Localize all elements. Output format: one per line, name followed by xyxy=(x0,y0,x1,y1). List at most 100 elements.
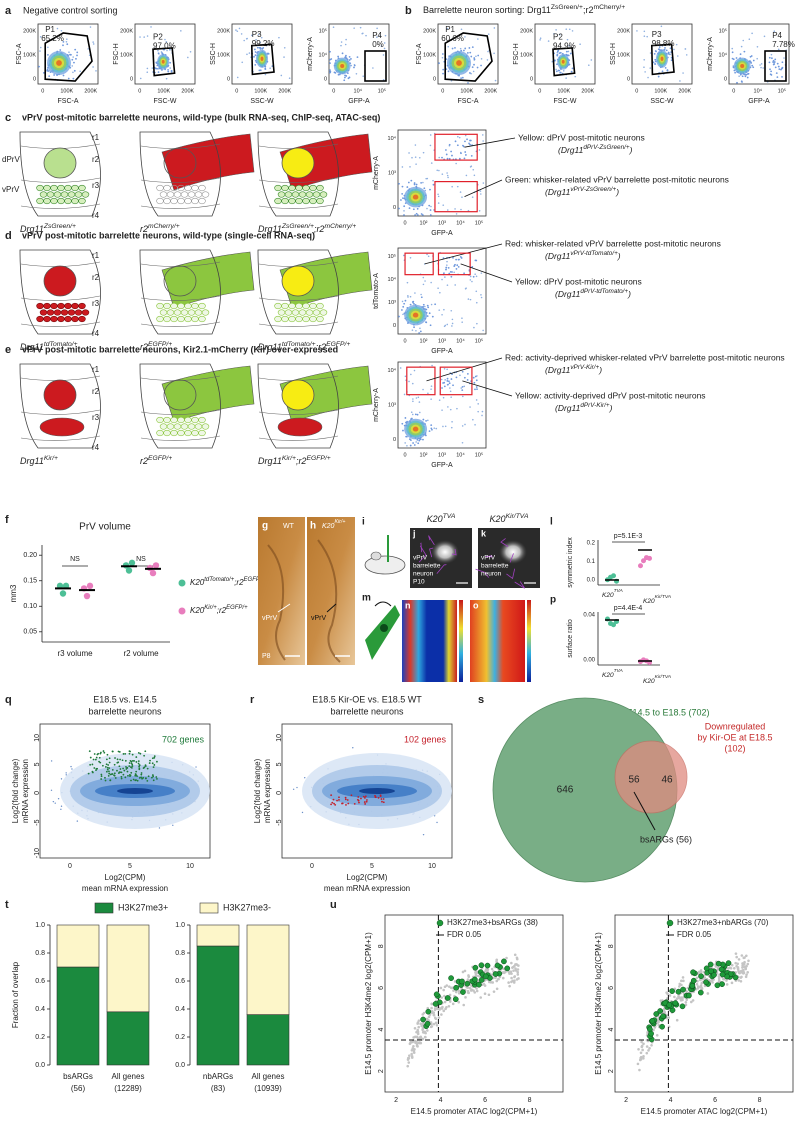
event-dot xyxy=(430,303,433,306)
tick-label: 200K xyxy=(423,29,436,35)
gene-dot xyxy=(410,1052,413,1056)
regulated-gene xyxy=(120,775,123,778)
gate xyxy=(152,47,176,77)
superscript: Kir/+ xyxy=(204,605,217,611)
text-part: Drg11 xyxy=(258,224,282,234)
gene-dot xyxy=(452,989,455,992)
arg-dot xyxy=(698,973,704,980)
regulated-gene xyxy=(104,776,106,779)
gene-dot xyxy=(730,963,734,967)
tick-label: 0 xyxy=(635,88,638,94)
regulated-gene xyxy=(127,774,129,777)
regulated-gene xyxy=(138,767,141,770)
event-dot xyxy=(469,166,472,168)
event-dot xyxy=(75,57,77,60)
regulated-gene xyxy=(94,758,97,761)
x-tick-label: 10 xyxy=(186,863,194,870)
gene-dot xyxy=(699,984,703,987)
data-point xyxy=(83,592,91,600)
event-dot xyxy=(493,52,495,55)
event-dot xyxy=(157,49,159,52)
event-dot xyxy=(449,408,452,411)
event-dot xyxy=(409,166,411,168)
event-dot xyxy=(412,398,414,400)
axis-title: surface ratio xyxy=(567,619,574,658)
pointer-line xyxy=(460,263,513,283)
hindbrain-outline xyxy=(139,249,221,335)
superscript: EGFP/+ xyxy=(326,341,350,348)
tick-label: 10⁴ xyxy=(456,451,465,458)
gene-dot xyxy=(410,1056,414,1059)
axon-trace xyxy=(451,548,457,556)
gene-dot xyxy=(443,994,446,998)
gene-dot xyxy=(513,953,517,957)
vprv-cell xyxy=(64,184,72,192)
legend-entry: H3K27me3+ xyxy=(118,902,168,912)
event-dot xyxy=(73,69,76,72)
event-dot xyxy=(746,76,749,79)
event-dot xyxy=(487,50,489,53)
event-dot xyxy=(461,76,464,79)
tick-label: 100K xyxy=(460,88,473,94)
event-dot xyxy=(72,77,75,80)
gene-dot xyxy=(697,970,701,974)
gene-dot xyxy=(301,811,304,814)
text-part: r2 xyxy=(140,342,148,352)
gene-dot xyxy=(734,952,738,955)
gene-dot xyxy=(440,996,444,999)
vprv-cell xyxy=(316,302,324,310)
regulated-gene xyxy=(108,757,111,760)
set-count: 646 xyxy=(557,785,574,796)
event-dot xyxy=(238,27,241,30)
y-tick-label: 6 xyxy=(608,986,615,990)
gene-dot xyxy=(50,789,53,791)
bar-segment xyxy=(106,924,150,1013)
regulated-gene xyxy=(362,795,365,798)
regulated-gene xyxy=(143,754,146,757)
panel-title: Barrelette neuron sorting: Drg11ZsGreen/… xyxy=(423,4,625,16)
event-dot xyxy=(401,192,404,195)
event-dot xyxy=(441,56,444,59)
event-dot xyxy=(255,38,257,41)
regulated-gene xyxy=(91,763,94,766)
vprv-cell xyxy=(163,302,171,310)
vprv-cell xyxy=(64,197,72,205)
vprv xyxy=(39,417,85,437)
axon-trace xyxy=(418,545,427,563)
genotype: Drg11tdTomato/+;r2EGFP/+ xyxy=(258,341,350,353)
vprv-cell xyxy=(284,309,293,316)
vprv-cell xyxy=(302,315,310,323)
regulated-gene xyxy=(134,774,137,777)
event-dot xyxy=(480,58,483,60)
gene-dot xyxy=(472,989,475,992)
event-dot xyxy=(448,272,451,275)
event-dot xyxy=(466,372,469,375)
event-dot xyxy=(420,213,423,215)
event-dot xyxy=(455,162,457,165)
gene-dot xyxy=(706,992,710,995)
gene-dot xyxy=(510,976,513,980)
event-dot xyxy=(555,70,558,73)
event-dot xyxy=(406,281,409,284)
axis-title: mean mRNA expression xyxy=(324,884,410,893)
event-dot xyxy=(362,75,364,77)
superscript: ZsGreen/+ xyxy=(551,4,583,11)
legend-entry: FDR 0.05 xyxy=(677,930,712,939)
vprv-cell xyxy=(53,191,62,198)
event-dot xyxy=(189,50,192,53)
gene-dot xyxy=(483,992,487,995)
event-dot xyxy=(772,61,774,63)
group-label: K20Kir/TVA xyxy=(643,594,671,604)
event-dot xyxy=(553,32,555,35)
data-point xyxy=(86,582,94,590)
event-dot xyxy=(556,50,559,53)
event-dot xyxy=(481,134,484,136)
event-dot xyxy=(456,264,459,267)
vprv-cell xyxy=(201,191,210,198)
axon-trace xyxy=(485,555,493,558)
gene-dot xyxy=(430,1009,434,1013)
gene-dot xyxy=(515,957,519,961)
gene-dot xyxy=(638,1058,642,1062)
event-dot xyxy=(430,388,432,390)
event-dot xyxy=(329,70,332,73)
